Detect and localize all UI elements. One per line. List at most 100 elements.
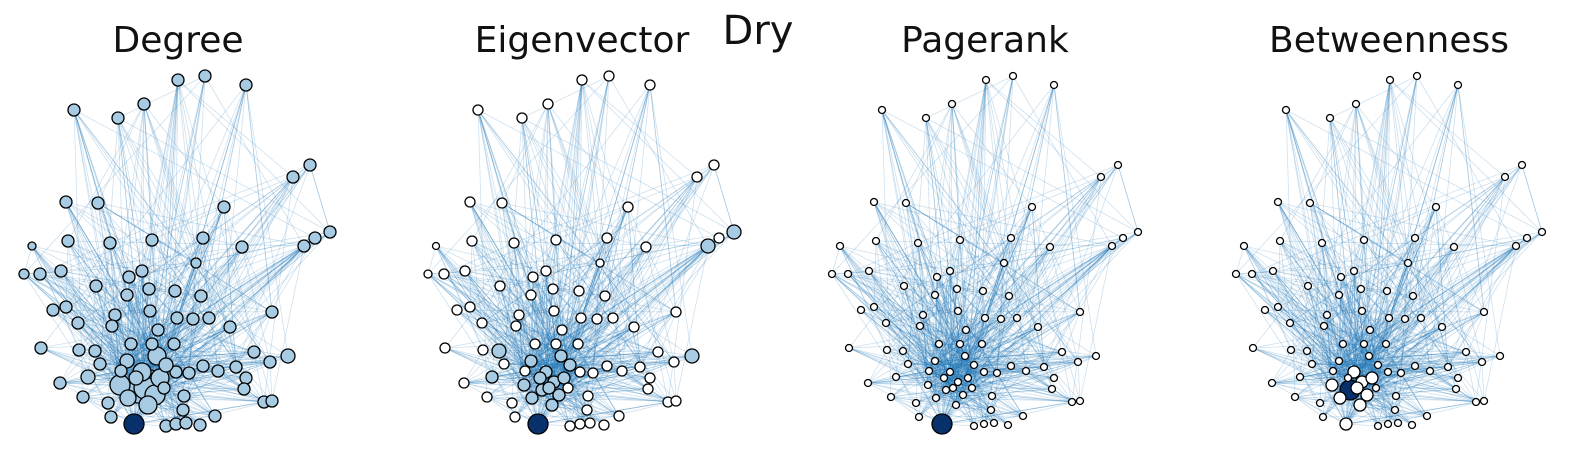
network-edge xyxy=(1338,343,1365,362)
network-edge xyxy=(973,84,1055,427)
network-node xyxy=(981,75,991,85)
network-edge xyxy=(1264,309,1313,365)
network-edge xyxy=(581,79,698,178)
network-edge xyxy=(925,117,985,425)
network-edge xyxy=(873,201,954,389)
network-node xyxy=(1305,198,1315,208)
network-edge xyxy=(1010,176,1102,367)
network-edge xyxy=(67,103,145,242)
network-edge xyxy=(934,360,1081,402)
network-edge xyxy=(87,285,97,378)
network-edge xyxy=(928,370,964,396)
network-node xyxy=(1049,80,1059,90)
network-edge xyxy=(881,109,929,386)
network-edge xyxy=(1453,246,1483,363)
network-node xyxy=(864,266,874,276)
network-edge xyxy=(962,366,1045,396)
network-edge xyxy=(983,84,1055,425)
network-node xyxy=(53,376,67,390)
network-edge xyxy=(955,361,1079,406)
network-node xyxy=(708,159,720,171)
network-node xyxy=(1333,391,1347,405)
network-edge xyxy=(928,311,1081,372)
network-edge xyxy=(39,273,158,357)
network-edge xyxy=(530,237,608,362)
network-edge xyxy=(1366,245,1517,396)
network-edge xyxy=(1363,206,1437,241)
network-edge xyxy=(1368,295,1414,357)
network-edge xyxy=(1368,355,1397,397)
network-edge xyxy=(935,397,1024,417)
network-node xyxy=(1365,325,1375,335)
network-edge xyxy=(1311,363,1416,367)
network-edge xyxy=(936,276,995,424)
network-edge xyxy=(964,355,1012,367)
network-edge xyxy=(1371,79,1391,379)
network-edge xyxy=(1375,372,1402,389)
network-edge xyxy=(524,370,569,389)
network-edge xyxy=(996,176,1102,374)
network-edge xyxy=(934,360,985,373)
network-edge xyxy=(531,397,588,411)
network-node xyxy=(263,355,277,369)
network-edge xyxy=(521,117,557,345)
network-edge xyxy=(117,117,210,319)
network-edge xyxy=(477,109,525,386)
network-edge xyxy=(831,273,1053,390)
network-node xyxy=(1522,233,1532,243)
network-node xyxy=(881,318,891,328)
network-edge xyxy=(1285,109,1379,427)
network-edge xyxy=(959,239,1055,379)
network-edge xyxy=(973,79,987,366)
network-node xyxy=(941,385,951,395)
network-edge xyxy=(135,103,145,379)
network-edge xyxy=(941,401,1073,425)
network-edge xyxy=(928,343,961,372)
network-edge xyxy=(427,273,659,353)
network-edge xyxy=(464,270,532,362)
network-edge xyxy=(469,201,562,357)
network-edge xyxy=(427,273,557,345)
network-node xyxy=(986,405,996,415)
network-edge xyxy=(192,262,197,320)
network-edge xyxy=(1235,273,1358,389)
network-edge xyxy=(1294,396,1347,425)
network-edge xyxy=(1375,387,1396,411)
network-node xyxy=(1382,286,1392,296)
network-edge xyxy=(119,79,179,386)
network-edge xyxy=(905,202,1081,313)
network-edge xyxy=(831,273,995,424)
network-edge xyxy=(938,343,966,357)
network-edge xyxy=(1407,237,1528,264)
network-edge xyxy=(927,343,961,386)
network-edge xyxy=(962,372,998,396)
network-edge xyxy=(1347,290,1388,379)
network-edge xyxy=(67,240,122,372)
network-edge xyxy=(847,273,959,383)
network-edge xyxy=(1243,245,1292,351)
network-node xyxy=(171,73,185,87)
network-edge xyxy=(957,310,1053,390)
network-edge xyxy=(31,245,122,372)
network-edge xyxy=(532,276,536,345)
network-node xyxy=(1317,238,1327,248)
network-edge xyxy=(985,79,1005,264)
network-edge xyxy=(1251,242,1323,275)
network-edge xyxy=(873,240,877,308)
network-edge xyxy=(649,311,677,379)
network-edge xyxy=(902,350,937,399)
network-edge xyxy=(1339,231,1543,399)
network-edge xyxy=(23,273,255,353)
network-edge xyxy=(555,343,594,374)
network-edge xyxy=(949,75,1014,373)
network-node xyxy=(591,313,603,325)
network-edge xyxy=(177,79,197,264)
network-edge xyxy=(1031,206,1073,403)
network-edge xyxy=(1338,360,1379,366)
network-edge xyxy=(443,273,532,296)
network-edge xyxy=(1049,246,1079,363)
network-edge xyxy=(951,103,1010,297)
network-edge xyxy=(524,176,698,372)
network-edge xyxy=(1349,295,1414,391)
network-edge xyxy=(501,202,709,247)
